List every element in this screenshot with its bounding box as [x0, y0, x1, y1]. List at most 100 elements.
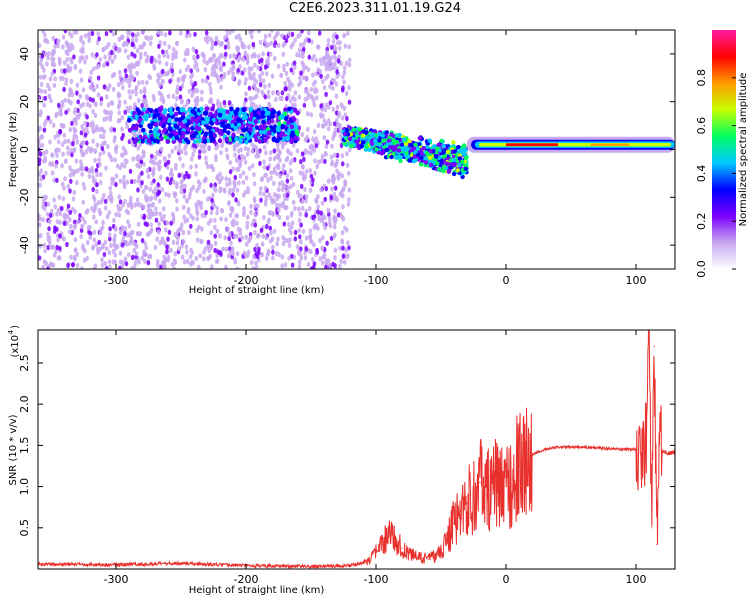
- noise-cell: [210, 45, 214, 51]
- noise-cell: [245, 151, 250, 157]
- noise-cell: [140, 79, 145, 85]
- band-cell: [197, 137, 203, 143]
- noise-cell: [260, 61, 264, 67]
- noise-cell: [135, 197, 140, 203]
- noise-cell: [184, 33, 189, 39]
- noise-cell: [285, 215, 290, 221]
- noise-cell: [311, 177, 315, 183]
- noise-cell: [198, 181, 202, 187]
- noise-cell: [216, 98, 220, 104]
- noise-cell: [110, 73, 115, 79]
- noise-cell: [243, 145, 248, 151]
- noise-cell: [83, 248, 87, 254]
- noise-cell: [314, 136, 319, 142]
- colorbar-tick-label: 0.4: [695, 165, 708, 183]
- band-cell: [285, 135, 290, 141]
- snr-point: [466, 502, 468, 504]
- noise-cell: [297, 249, 301, 255]
- y-tick-label-heatmap: -40: [18, 236, 31, 254]
- noise-cell: [130, 51, 134, 57]
- noise-cell: [107, 210, 112, 216]
- noise-cell: [324, 143, 329, 149]
- converge-cell: [423, 156, 429, 161]
- noise-cell: [320, 200, 325, 206]
- y-axis-label-heatmap: Frequency (Hz): [8, 112, 19, 188]
- noise-cell: [166, 257, 171, 263]
- noise-cell: [144, 103, 149, 109]
- noise-cell: [180, 183, 185, 189]
- noise-cell: [118, 69, 122, 76]
- noise-cell: [42, 194, 47, 200]
- converge-cell: [394, 155, 399, 160]
- noise-cell: [344, 227, 349, 233]
- noise-cell: [287, 31, 291, 37]
- noise-cell: [118, 178, 123, 184]
- noise-cell: [264, 172, 269, 178]
- converge-cell: [452, 149, 457, 154]
- noise-cell: [103, 108, 107, 115]
- noise-cell: [117, 110, 121, 116]
- noise-cell: [61, 151, 65, 157]
- noise-cell: [103, 198, 108, 204]
- noise-cell: [336, 212, 341, 218]
- noise-cell: [141, 188, 146, 194]
- band-cell: [209, 133, 214, 138]
- snr-point: [472, 494, 475, 496]
- noise-cell: [182, 194, 187, 200]
- noise-cell: [184, 244, 189, 250]
- noise-cell: [108, 185, 112, 191]
- band-cell: [241, 107, 246, 113]
- noise-cell: [300, 131, 305, 138]
- noise-cell: [253, 246, 257, 252]
- noise-cell: [67, 92, 72, 98]
- noise-cell: [53, 204, 58, 210]
- noise-cell: [215, 210, 219, 216]
- noise-cell: [244, 91, 248, 97]
- noise-cell: [264, 255, 269, 261]
- noise-cell: [114, 173, 119, 179]
- noise-cell: [226, 226, 230, 232]
- noise-cell: [50, 61, 55, 67]
- noise-cell: [125, 78, 130, 84]
- band-cell: [178, 138, 183, 144]
- x-axis-label-line: Height of straight line (km): [189, 585, 325, 596]
- noise-cell: [342, 259, 347, 265]
- band-cell: [127, 127, 133, 133]
- noise-cell: [301, 228, 306, 234]
- snr-point: [492, 477, 494, 479]
- noise-cell: [171, 46, 176, 52]
- noise-cell: [332, 224, 337, 230]
- noise-cell: [297, 82, 301, 88]
- noise-cell: [116, 47, 120, 53]
- band-cell: [127, 117, 132, 123]
- converge-cell: [451, 157, 457, 163]
- noise-cell: [101, 46, 106, 52]
- noise-cell: [69, 59, 74, 65]
- y-axis-label-line: SNR (10 * v/v): [8, 414, 19, 485]
- noise-cell: [72, 189, 77, 196]
- colorbar-tick-label: 0.0: [695, 260, 708, 278]
- noise-cell: [321, 55, 326, 61]
- noise-cell: [344, 60, 349, 66]
- noise-cell: [331, 106, 336, 112]
- noise-cell: [168, 30, 172, 36]
- noise-cell: [99, 96, 104, 102]
- band-cell: [263, 137, 268, 143]
- noise-cell: [234, 34, 239, 40]
- noise-cell: [151, 171, 155, 177]
- noise-cell: [347, 187, 352, 193]
- noise-cell: [160, 187, 165, 193]
- noise-cell: [175, 198, 179, 204]
- noise-cell: [200, 226, 204, 232]
- band-cell: [162, 127, 168, 133]
- band-cell: [192, 139, 198, 145]
- noise-cell: [84, 149, 89, 155]
- noise-cell: [311, 214, 316, 221]
- band-cell: [178, 121, 184, 127]
- noise-cell: [59, 75, 63, 81]
- noise-cell: [148, 186, 152, 192]
- noise-cell: [243, 159, 248, 165]
- noise-cell: [152, 178, 156, 184]
- converge-cell: [399, 142, 405, 147]
